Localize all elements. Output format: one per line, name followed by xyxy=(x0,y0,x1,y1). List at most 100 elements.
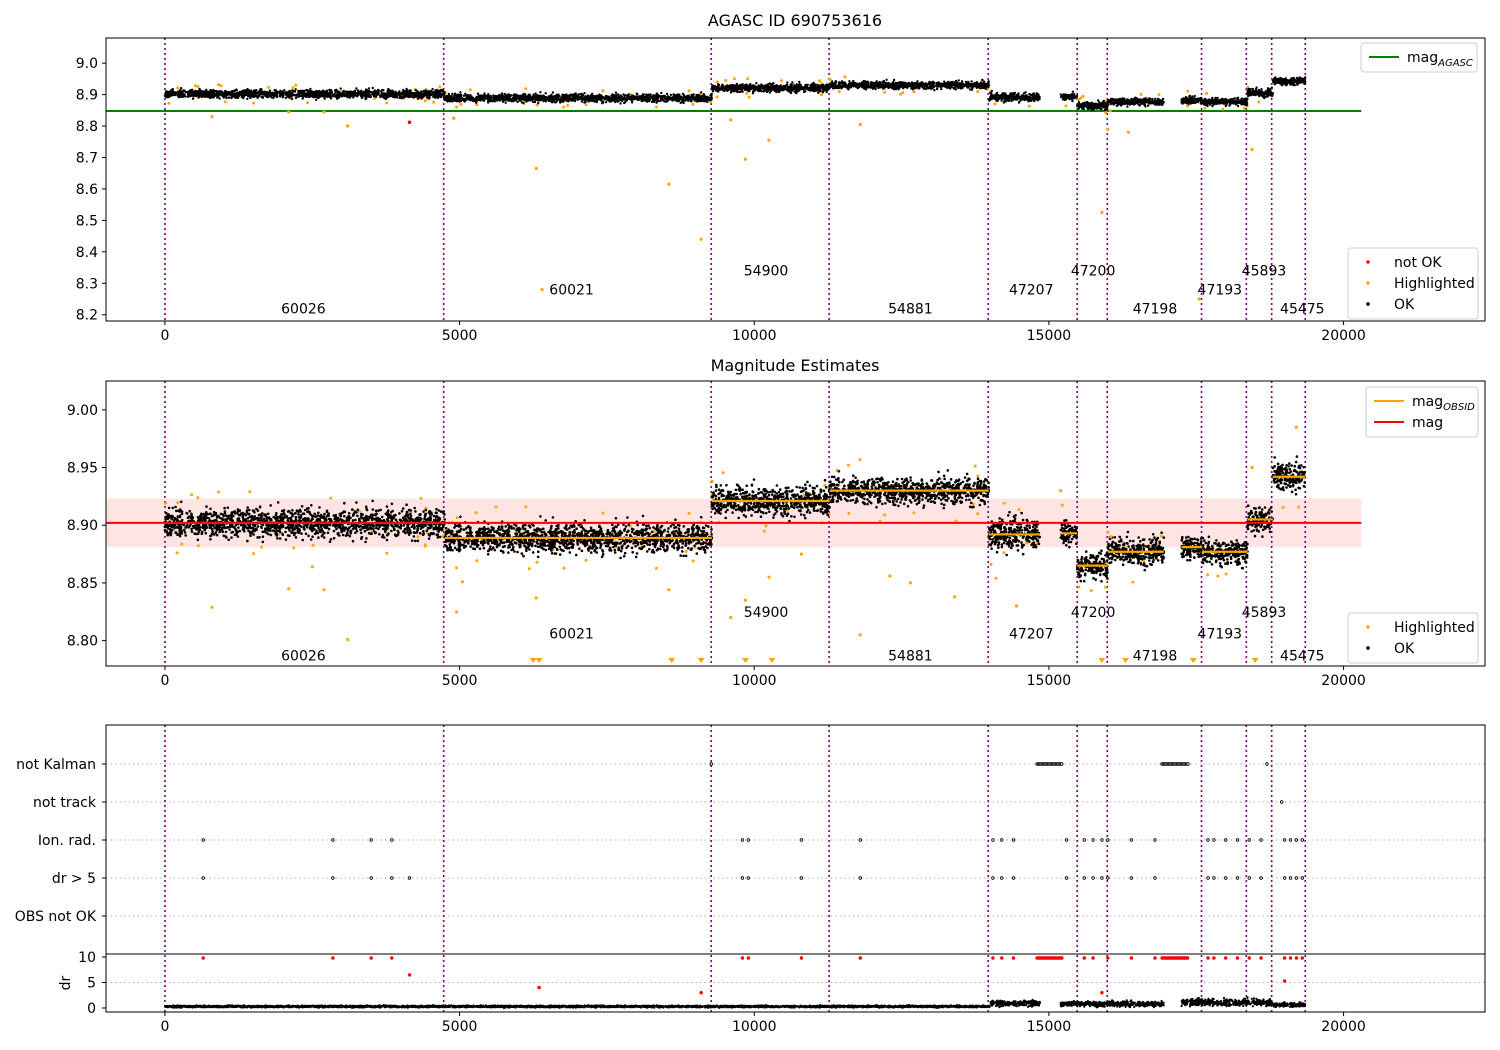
x-tick-label: 5000 xyxy=(442,328,478,344)
flag-point xyxy=(799,838,804,842)
flag-label: Ion. rad. xyxy=(38,833,96,849)
flags-panel: not Kalman not track Ion. rad. dr > 5 OBS no… xyxy=(15,724,1486,1035)
dr-axis-label: dr xyxy=(58,975,74,990)
y-tick-label: 9.0 xyxy=(76,56,98,72)
flag-point xyxy=(1091,838,1095,842)
flag-label: dr > 5 xyxy=(52,871,96,887)
x-tick-label: 10000 xyxy=(732,673,777,689)
flag-point xyxy=(1000,838,1004,842)
obsid-label: 60021 xyxy=(549,627,594,643)
x-tick-label: 0 xyxy=(160,673,169,689)
obsid-label: 60026 xyxy=(281,649,326,665)
y-tick-label: 8.85 xyxy=(67,576,98,592)
flag-point xyxy=(407,876,412,880)
out-of-range-marker xyxy=(1122,658,1130,663)
x-tick-label: 5000 xyxy=(442,673,478,689)
flag-point xyxy=(390,838,394,842)
flag-point xyxy=(1091,876,1095,880)
flag-point xyxy=(1082,876,1086,880)
flag-point xyxy=(1247,876,1251,880)
obsid-label: 47198 xyxy=(1133,301,1178,317)
obsid-label: 47207 xyxy=(1009,627,1054,643)
flag-label: OBS not OK xyxy=(15,909,97,925)
obsid-label: 45475 xyxy=(1280,301,1325,317)
flag-point xyxy=(991,876,995,880)
obsid-label: 45475 xyxy=(1280,649,1325,665)
flag-point xyxy=(1153,838,1157,842)
magnitude-legend-upper-box xyxy=(1365,386,1479,438)
y-tick-label: 8.9 xyxy=(76,88,98,104)
flag-point xyxy=(1212,876,1216,880)
ok-points xyxy=(163,76,1307,112)
flag-point xyxy=(201,876,205,880)
flag-label: not track xyxy=(33,795,97,811)
flag-point xyxy=(390,876,394,880)
flag-point xyxy=(1265,762,1269,766)
flags-plot-area xyxy=(106,725,1485,1012)
flag-point xyxy=(1153,876,1157,880)
agasc-legend-lower-entry: not OK xyxy=(1394,255,1442,271)
agasc-panel-title: AGASC ID 690753616 xyxy=(708,11,882,30)
flag-point xyxy=(1082,838,1086,842)
obsid-label: 45893 xyxy=(1242,264,1287,280)
flag-point xyxy=(1235,838,1240,842)
ok-points xyxy=(163,455,1307,583)
flag-point xyxy=(1060,762,1064,766)
dr-tick-label: 0 xyxy=(87,1001,96,1017)
flag-point xyxy=(1235,876,1240,880)
flag-point xyxy=(1288,838,1293,842)
flag-point xyxy=(858,838,863,842)
flag-point xyxy=(1259,876,1263,880)
agasc-panel: AGASC ID 690753616 60026 60021 54900 54881 4… xyxy=(76,11,1486,344)
out-of-range-marker xyxy=(741,658,749,663)
flag-point xyxy=(1011,876,1016,880)
flag-point xyxy=(1279,800,1284,804)
flag-point xyxy=(991,838,995,842)
out-of-range-marker xyxy=(1251,658,1259,663)
y-tick-label: 9.00 xyxy=(67,403,98,419)
magnitude-panel: Magnitude Estimates 60026 60021 54900 54881… xyxy=(67,356,1486,689)
y-tick-label: 8.80 xyxy=(67,634,98,650)
obsid-label: 60026 xyxy=(281,301,326,317)
flags-panel-frame xyxy=(105,724,1486,1013)
dr-tick-label: 5 xyxy=(87,976,96,992)
y-tick-label: 8.6 xyxy=(76,182,98,198)
magnitude-legend-lower-point-swatch xyxy=(1366,646,1370,650)
not-ok-points xyxy=(407,120,412,125)
flag-point xyxy=(369,876,373,880)
obsid-label: 47200 xyxy=(1071,605,1116,621)
flag-point xyxy=(740,838,745,842)
flag-point xyxy=(740,876,745,880)
flag-point xyxy=(799,876,804,880)
magnitude-panel-title: Magnitude Estimates xyxy=(711,356,880,375)
flag-label: not Kalman xyxy=(16,757,96,773)
agasc-legend-upper-box xyxy=(1360,42,1478,73)
x-tick-label: 20000 xyxy=(1321,673,1366,689)
flag-point xyxy=(1064,876,1069,880)
y-tick-label: 8.8 xyxy=(76,119,98,135)
out-of-range-marker xyxy=(1189,658,1197,663)
flag-point xyxy=(1064,838,1069,842)
flag-point xyxy=(1224,838,1228,842)
out-of-range-marker xyxy=(1098,658,1106,663)
x-tick-label: 0 xyxy=(160,1019,169,1035)
obsid-label: 54900 xyxy=(744,605,789,621)
magnitude-legend-lower-box xyxy=(1347,612,1479,664)
flag-point xyxy=(1282,838,1287,842)
y-tick-label: 8.2 xyxy=(76,308,98,324)
obsid-label: 47193 xyxy=(1198,627,1243,643)
y-tick-label: 8.95 xyxy=(67,461,98,477)
out-of-range-marker xyxy=(668,658,676,663)
flag-point xyxy=(1106,876,1110,880)
agasc-legend-upper-entry-subscript: AGASC xyxy=(1437,58,1473,69)
flag-point xyxy=(331,876,335,880)
dr-tick-label: 10 xyxy=(78,950,96,966)
agasc-panel-frame xyxy=(105,37,1486,322)
agasc-legend-lower-entry: Highlighted xyxy=(1394,276,1475,292)
obsid-label: 47200 xyxy=(1071,264,1116,280)
flag-point xyxy=(201,838,205,842)
flag-point xyxy=(1300,876,1305,880)
obsid-label: 47198 xyxy=(1133,649,1178,665)
flag-point xyxy=(1288,876,1293,880)
obsid-label: 54881 xyxy=(888,301,933,317)
